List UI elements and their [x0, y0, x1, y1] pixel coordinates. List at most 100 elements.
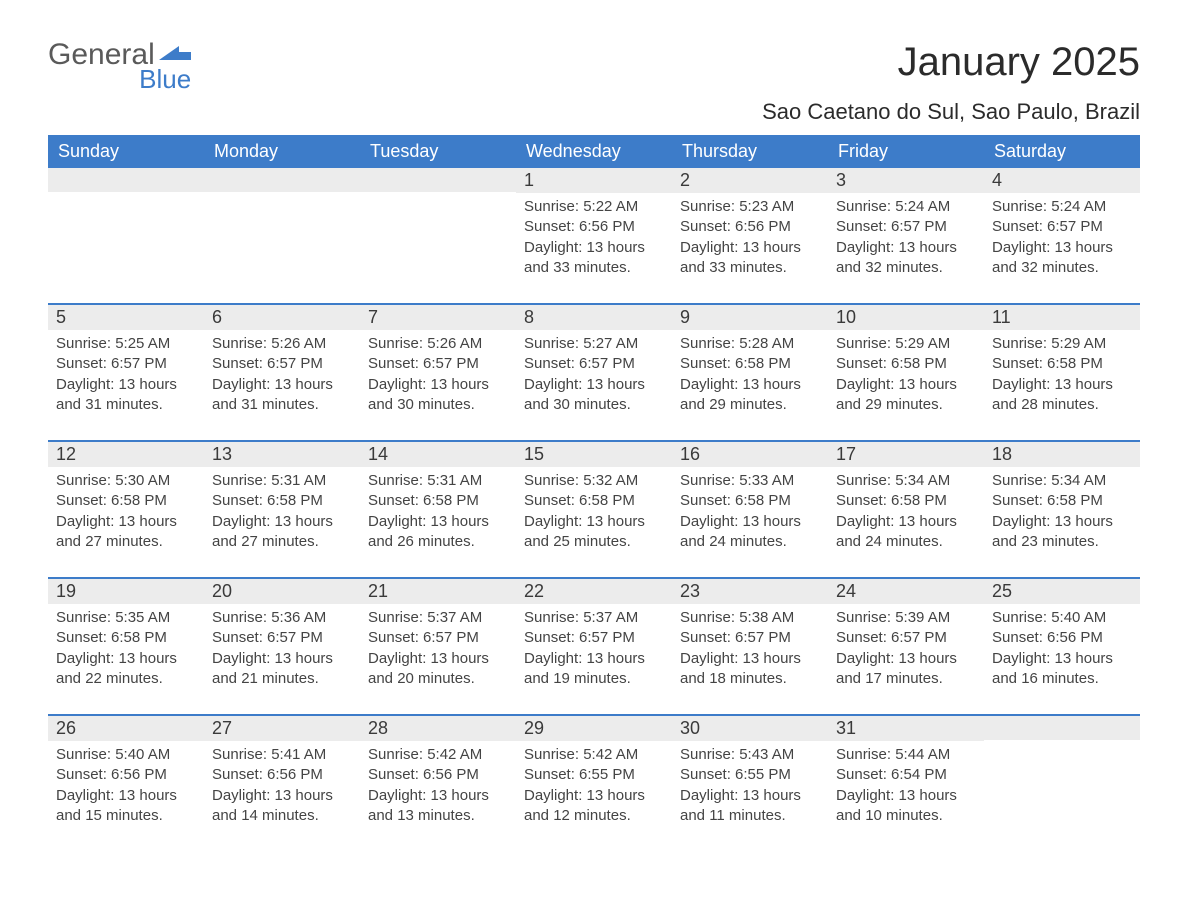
- daylight-text-line2: and 13 minutes.: [368, 806, 508, 826]
- calendar-day-cell: 26Sunrise: 5:40 AMSunset: 6:56 PMDayligh…: [48, 715, 204, 851]
- daylight-text-line1: Daylight: 13 hours: [368, 649, 508, 669]
- daylight-text-line2: and 26 minutes.: [368, 532, 508, 552]
- day-details: Sunrise: 5:36 AMSunset: 6:57 PMDaylight:…: [204, 604, 360, 714]
- sunset-text: Sunset: 6:58 PM: [836, 354, 976, 374]
- sunset-text: Sunset: 6:57 PM: [368, 354, 508, 374]
- date-number: [204, 168, 360, 192]
- sunrise-text: Sunrise: 5:39 AM: [836, 608, 976, 628]
- day-details: Sunrise: 5:31 AMSunset: 6:58 PMDaylight:…: [360, 467, 516, 577]
- sunrise-text: Sunrise: 5:37 AM: [368, 608, 508, 628]
- daylight-text-line1: Daylight: 13 hours: [524, 649, 664, 669]
- calendar-week-row: 19Sunrise: 5:35 AMSunset: 6:58 PMDayligh…: [48, 578, 1140, 715]
- calendar-day-cell: 31Sunrise: 5:44 AMSunset: 6:54 PMDayligh…: [828, 715, 984, 851]
- daylight-text-line1: Daylight: 13 hours: [212, 649, 352, 669]
- daylight-text-line1: Daylight: 13 hours: [992, 238, 1132, 258]
- daylight-text-line1: Daylight: 13 hours: [524, 512, 664, 532]
- daylight-text-line2: and 14 minutes.: [212, 806, 352, 826]
- daylight-text-line1: Daylight: 13 hours: [836, 375, 976, 395]
- daylight-text-line2: and 29 minutes.: [680, 395, 820, 415]
- date-number: 8: [516, 305, 672, 330]
- calendar-day-cell: 9Sunrise: 5:28 AMSunset: 6:58 PMDaylight…: [672, 304, 828, 441]
- sunset-text: Sunset: 6:57 PM: [212, 354, 352, 374]
- col-sunday: Sunday: [48, 135, 204, 168]
- daylight-text-line2: and 23 minutes.: [992, 532, 1132, 552]
- location-subtitle: Sao Caetano do Sul, Sao Paulo, Brazil: [762, 99, 1140, 125]
- brand-logo-text: General Blue: [48, 40, 191, 92]
- calendar-day-cell: 25Sunrise: 5:40 AMSunset: 6:56 PMDayligh…: [984, 578, 1140, 715]
- weekday-header-row: Sunday Monday Tuesday Wednesday Thursday…: [48, 135, 1140, 168]
- col-saturday: Saturday: [984, 135, 1140, 168]
- date-number: 6: [204, 305, 360, 330]
- sunset-text: Sunset: 6:58 PM: [368, 491, 508, 511]
- daylight-text-line1: Daylight: 13 hours: [836, 238, 976, 258]
- day-details: Sunrise: 5:37 AMSunset: 6:57 PMDaylight:…: [360, 604, 516, 714]
- daylight-text-line2: and 27 minutes.: [56, 532, 196, 552]
- calendar-day-cell: 13Sunrise: 5:31 AMSunset: 6:58 PMDayligh…: [204, 441, 360, 578]
- calendar-day-cell: 2Sunrise: 5:23 AMSunset: 6:56 PMDaylight…: [672, 168, 828, 304]
- sunrise-text: Sunrise: 5:34 AM: [836, 471, 976, 491]
- day-details: Sunrise: 5:27 AMSunset: 6:57 PMDaylight:…: [516, 330, 672, 440]
- daylight-text-line2: and 33 minutes.: [524, 258, 664, 278]
- date-number: 18: [984, 442, 1140, 467]
- title-block: January 2025 Sao Caetano do Sul, Sao Pau…: [762, 40, 1140, 125]
- date-number: 19: [48, 579, 204, 604]
- col-friday: Friday: [828, 135, 984, 168]
- date-number: 17: [828, 442, 984, 467]
- calendar-day-cell: 14Sunrise: 5:31 AMSunset: 6:58 PMDayligh…: [360, 441, 516, 578]
- daylight-text-line1: Daylight: 13 hours: [56, 649, 196, 669]
- calendar-day-cell: 1Sunrise: 5:22 AMSunset: 6:56 PMDaylight…: [516, 168, 672, 304]
- day-details: Sunrise: 5:26 AMSunset: 6:57 PMDaylight:…: [204, 330, 360, 440]
- daylight-text-line1: Daylight: 13 hours: [212, 786, 352, 806]
- date-number: 13: [204, 442, 360, 467]
- calendar-day-cell: 8Sunrise: 5:27 AMSunset: 6:57 PMDaylight…: [516, 304, 672, 441]
- day-details: [984, 740, 1140, 850]
- daylight-text-line2: and 10 minutes.: [836, 806, 976, 826]
- daylight-text-line1: Daylight: 13 hours: [212, 512, 352, 532]
- sunset-text: Sunset: 6:56 PM: [524, 217, 664, 237]
- calendar-day-cell: 5Sunrise: 5:25 AMSunset: 6:57 PMDaylight…: [48, 304, 204, 441]
- daylight-text-line1: Daylight: 13 hours: [680, 786, 820, 806]
- col-monday: Monday: [204, 135, 360, 168]
- daylight-text-line2: and 31 minutes.: [212, 395, 352, 415]
- daylight-text-line1: Daylight: 13 hours: [680, 238, 820, 258]
- sunrise-text: Sunrise: 5:34 AM: [992, 471, 1132, 491]
- day-details: Sunrise: 5:42 AMSunset: 6:55 PMDaylight:…: [516, 741, 672, 851]
- date-number: 1: [516, 168, 672, 193]
- sunrise-text: Sunrise: 5:41 AM: [212, 745, 352, 765]
- day-details: [360, 192, 516, 302]
- calendar-week-row: 1Sunrise: 5:22 AMSunset: 6:56 PMDaylight…: [48, 168, 1140, 304]
- sunrise-text: Sunrise: 5:36 AM: [212, 608, 352, 628]
- day-details: Sunrise: 5:38 AMSunset: 6:57 PMDaylight:…: [672, 604, 828, 714]
- daylight-text-line2: and 32 minutes.: [992, 258, 1132, 278]
- date-number: 5: [48, 305, 204, 330]
- date-number: [48, 168, 204, 192]
- sunrise-text: Sunrise: 5:31 AM: [212, 471, 352, 491]
- calendar-day-cell: 19Sunrise: 5:35 AMSunset: 6:58 PMDayligh…: [48, 578, 204, 715]
- daylight-text-line1: Daylight: 13 hours: [524, 375, 664, 395]
- daylight-text-line2: and 31 minutes.: [56, 395, 196, 415]
- date-number: 30: [672, 716, 828, 741]
- sunset-text: Sunset: 6:58 PM: [680, 491, 820, 511]
- sunset-text: Sunset: 6:56 PM: [368, 765, 508, 785]
- sunrise-text: Sunrise: 5:33 AM: [680, 471, 820, 491]
- sunrise-text: Sunrise: 5:23 AM: [680, 197, 820, 217]
- date-number: 27: [204, 716, 360, 741]
- daylight-text-line1: Daylight: 13 hours: [368, 786, 508, 806]
- day-details: Sunrise: 5:40 AMSunset: 6:56 PMDaylight:…: [984, 604, 1140, 714]
- sunset-text: Sunset: 6:58 PM: [992, 491, 1132, 511]
- day-details: [204, 192, 360, 302]
- day-details: Sunrise: 5:35 AMSunset: 6:58 PMDaylight:…: [48, 604, 204, 714]
- daylight-text-line1: Daylight: 13 hours: [992, 375, 1132, 395]
- date-number: 9: [672, 305, 828, 330]
- day-details: Sunrise: 5:33 AMSunset: 6:58 PMDaylight:…: [672, 467, 828, 577]
- sunset-text: Sunset: 6:57 PM: [836, 217, 976, 237]
- sunrise-text: Sunrise: 5:38 AM: [680, 608, 820, 628]
- month-title: January 2025: [762, 40, 1140, 85]
- daylight-text-line2: and 19 minutes.: [524, 669, 664, 689]
- daylight-text-line2: and 25 minutes.: [524, 532, 664, 552]
- calendar-day-cell: 22Sunrise: 5:37 AMSunset: 6:57 PMDayligh…: [516, 578, 672, 715]
- daylight-text-line2: and 20 minutes.: [368, 669, 508, 689]
- date-number: 3: [828, 168, 984, 193]
- day-details: Sunrise: 5:37 AMSunset: 6:57 PMDaylight:…: [516, 604, 672, 714]
- sunrise-text: Sunrise: 5:42 AM: [524, 745, 664, 765]
